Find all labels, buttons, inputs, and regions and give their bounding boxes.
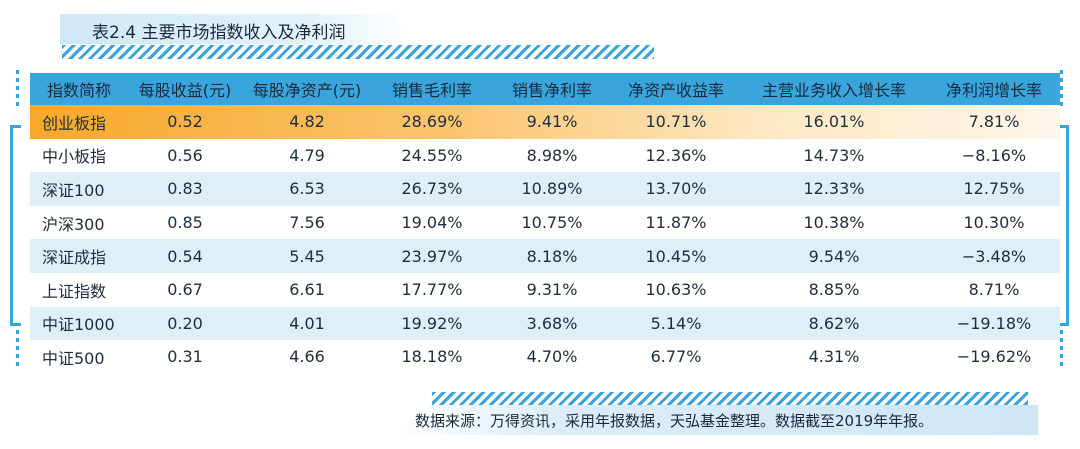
value-cell: 4.82 xyxy=(289,112,325,132)
value-cell: −3.48% xyxy=(961,246,1027,266)
value-cell: 7.81% xyxy=(968,112,1020,132)
value-cell: 10.71% xyxy=(645,112,707,132)
value-cell: 13.70% xyxy=(645,179,707,199)
table-title: 表2.4 主要市场指数收入及净利润 xyxy=(92,23,346,43)
decorative-dash-left-bottom xyxy=(16,330,19,370)
column-header: 每股净资产(元) xyxy=(252,81,362,100)
value-cell: 4.79 xyxy=(289,145,325,165)
table-row: 上证指数 0.67 6.61 17.77% 9.31% 10.63% 8.85% 8.71% xyxy=(30,272,1060,307)
value-cell: 26.73% xyxy=(401,179,463,199)
value-cell: 0.52 xyxy=(167,112,203,132)
column-header: 净利润增长率 xyxy=(945,81,1042,100)
table-row: 深证100 0.83 6.53 26.73% 10.89% 13.70% 12.33% 12.… xyxy=(30,172,1060,206)
value-cell: 8.62% xyxy=(808,313,860,333)
value-cell: 11.87% xyxy=(645,213,707,233)
index-name-cell: 创业板指 xyxy=(42,113,107,133)
value-cell: 0.85 xyxy=(167,213,203,233)
value-cell: 7.56 xyxy=(289,213,325,233)
value-cell: 12.33% xyxy=(803,179,865,199)
value-cell: 10.45% xyxy=(645,246,707,266)
value-cell: 0.54 xyxy=(167,246,203,266)
value-cell: 10.30% xyxy=(963,213,1025,233)
decorative-dash-right-bottom xyxy=(1060,330,1063,370)
value-cell: 4.66 xyxy=(289,347,325,367)
column-header: 指数简称 xyxy=(46,81,111,100)
index-name-cell: 中证1000 xyxy=(42,315,115,335)
value-cell: 24.55% xyxy=(401,145,463,165)
value-cell: 10.75% xyxy=(521,213,583,233)
value-cell: 0.20 xyxy=(167,313,203,333)
value-cell: 0.31 xyxy=(167,347,203,367)
value-cell: 4.70% xyxy=(526,347,578,367)
index-name-cell: 深证100 xyxy=(42,180,105,200)
value-cell: 4.31% xyxy=(808,347,860,367)
title-tab-background xyxy=(60,14,415,44)
column-header: 销售净利率 xyxy=(511,81,592,100)
decorative-dash-left-top xyxy=(16,70,19,110)
value-cell: 6.61 xyxy=(289,280,325,300)
value-cell: 4.01 xyxy=(289,313,325,333)
index-name-cell: 上证指数 xyxy=(42,281,107,301)
column-header: 销售毛利率 xyxy=(391,81,472,100)
value-cell: 9.54% xyxy=(808,246,860,266)
value-cell: 8.98% xyxy=(526,145,578,165)
column-header: 每股收益(元) xyxy=(138,81,232,100)
value-cell: 0.83 xyxy=(167,179,203,199)
value-cell: 16.01% xyxy=(803,112,865,132)
index-name-cell: 中小板指 xyxy=(42,147,107,167)
value-cell: 19.92% xyxy=(401,313,463,333)
value-cell: 12.75% xyxy=(963,179,1025,199)
index-name-cell: 中证500 xyxy=(42,348,105,368)
value-cell: 8.85% xyxy=(808,280,860,300)
decorative-dash-right-top xyxy=(1060,70,1063,110)
table-row: 中证1000 0.20 4.01 19.92% 3.68% 5.14% 8.62% −19.1… xyxy=(30,306,1060,341)
column-header: 主营业务收入增长率 xyxy=(761,81,906,100)
table-row: 中证500 0.31 4.66 18.18% 4.70% 6.77% 4.31% −19.62… xyxy=(30,340,1060,374)
decorative-hatch-top xyxy=(62,45,654,59)
value-cell: 9.31% xyxy=(526,280,578,300)
value-cell: 8.18% xyxy=(526,246,578,266)
value-cell: −8.16% xyxy=(961,145,1027,165)
index-name-cell: 沪深300 xyxy=(42,214,105,234)
table-row: 中小板指 0.56 4.79 24.55% 8.98% 12.36% 14.73% −8.16… xyxy=(30,138,1060,173)
value-cell: 10.89% xyxy=(521,179,583,199)
table-row: 沪深300 0.85 7.56 19.04% 10.75% 11.87% 10.38% 10.… xyxy=(30,205,1060,240)
value-cell: 5.14% xyxy=(650,313,702,333)
column-header: 净资产收益率 xyxy=(627,81,724,100)
value-cell: 9.41% xyxy=(526,112,578,132)
table-row: 创业板指 0.52 4.82 28.69% 9.41% 10.71% 16.01% 7.81% xyxy=(30,105,1060,139)
value-cell: 6.77% xyxy=(650,347,702,367)
value-cell: 0.56 xyxy=(167,145,203,165)
value-cell: 18.18% xyxy=(401,347,463,367)
decorative-bracket-right xyxy=(1058,125,1069,326)
table-row: 深证成指 0.54 5.45 23.97% 8.18% 10.45% 9.54% −3.48% xyxy=(30,239,1060,273)
value-cell: 5.45 xyxy=(289,246,325,266)
value-cell: 14.73% xyxy=(803,145,865,165)
value-cell: 6.53 xyxy=(289,179,325,199)
value-cell: 0.67 xyxy=(167,280,203,300)
decorative-bracket-left xyxy=(10,125,21,326)
value-cell: 17.77% xyxy=(401,280,463,300)
footer-background xyxy=(398,405,1038,435)
value-cell: 28.69% xyxy=(401,112,463,132)
value-cell: 10.38% xyxy=(803,213,865,233)
value-cell: 8.71% xyxy=(968,280,1020,300)
value-cell: −19.62% xyxy=(956,347,1032,367)
value-cell: 19.04% xyxy=(401,213,463,233)
value-cell: 3.68% xyxy=(526,313,578,333)
table-header-row: 指数简称 每股收益(元) 每股净资产(元) 销售毛利率 销售净利率 净资产收益率… xyxy=(30,73,1060,105)
value-cell: 12.36% xyxy=(645,145,707,165)
value-cell: 10.63% xyxy=(645,280,707,300)
index-table: 指数简称 每股收益(元) 每股净资产(元) 销售毛利率 销售净利率 净资产收益率… xyxy=(30,73,1060,374)
value-cell: −19.18% xyxy=(956,313,1032,333)
value-cell: 23.97% xyxy=(401,246,463,266)
source-note: 数据来源：万得资讯，采用年报数据，天弘基金整理。数据截至2019年年报。 xyxy=(415,412,934,430)
index-name-cell: 深证成指 xyxy=(42,248,107,268)
decorative-hatch-bottom xyxy=(432,392,1028,406)
